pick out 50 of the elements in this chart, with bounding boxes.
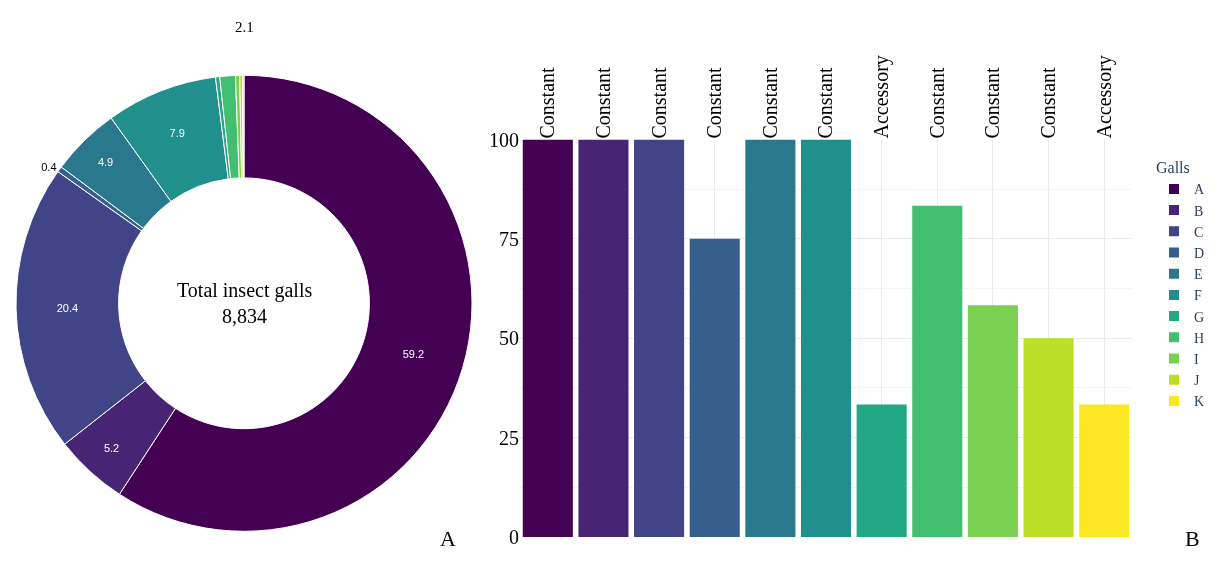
bar [800,139,852,537]
legend-label: F [1194,288,1202,304]
y-tick-label: 75 [499,227,519,250]
x-tick-label: Constant [536,66,559,139]
legend-title: Galls [1156,159,1190,177]
bar [967,305,1018,537]
text: 2.1 [235,19,254,35]
x-tick-label: Constant [758,66,781,139]
data-label: 7.9 [169,126,185,139]
data-label: 0.4 [41,161,57,174]
bar [578,139,629,537]
legend-label: H [1194,330,1205,346]
legend-label: B [1194,203,1204,219]
donut-slice [219,74,240,180]
text: A [440,526,456,551]
x-tick-label: Constant [1037,66,1060,139]
y-tick-label: 50 [499,327,519,350]
bar [912,205,963,537]
legend-label: I [1194,351,1199,367]
legend-label: D [1194,245,1205,261]
legend-label: J [1194,373,1200,389]
x-tick-label: Constant [703,66,726,139]
x-tick-label: Accessory [870,55,894,139]
bar [745,139,796,537]
data-label: 59.2 [402,347,425,360]
legend-label: E [1194,267,1203,283]
text: B [1185,526,1200,551]
bar [634,139,685,537]
x-tick-label: Constant [981,66,1004,139]
x-tick-label: Accessory [1092,55,1116,139]
legend-label: A [1194,182,1205,198]
bar [689,238,740,537]
x-tick-label: Constant [647,66,670,139]
bar [856,404,907,537]
legend-label: C [1194,224,1204,240]
data-label: 5.2 [103,441,120,454]
bar [1079,404,1130,537]
y-tick-label: 0 [509,525,519,548]
bar [1023,338,1074,537]
legend-label: K [1194,394,1205,410]
text: Total insect galls 8,834 [177,279,313,327]
x-tick-label: Constant [591,66,614,139]
data-label: 20.4 [56,301,79,314]
data-label: 4.9 [97,156,114,169]
y-tick-label: 100 [489,128,519,151]
x-tick-label: Constant [814,66,837,139]
x-tick-label: Constant [925,66,948,139]
bar [522,139,573,537]
y-tick-label: 25 [499,426,519,449]
legend-label: G [1194,309,1205,325]
